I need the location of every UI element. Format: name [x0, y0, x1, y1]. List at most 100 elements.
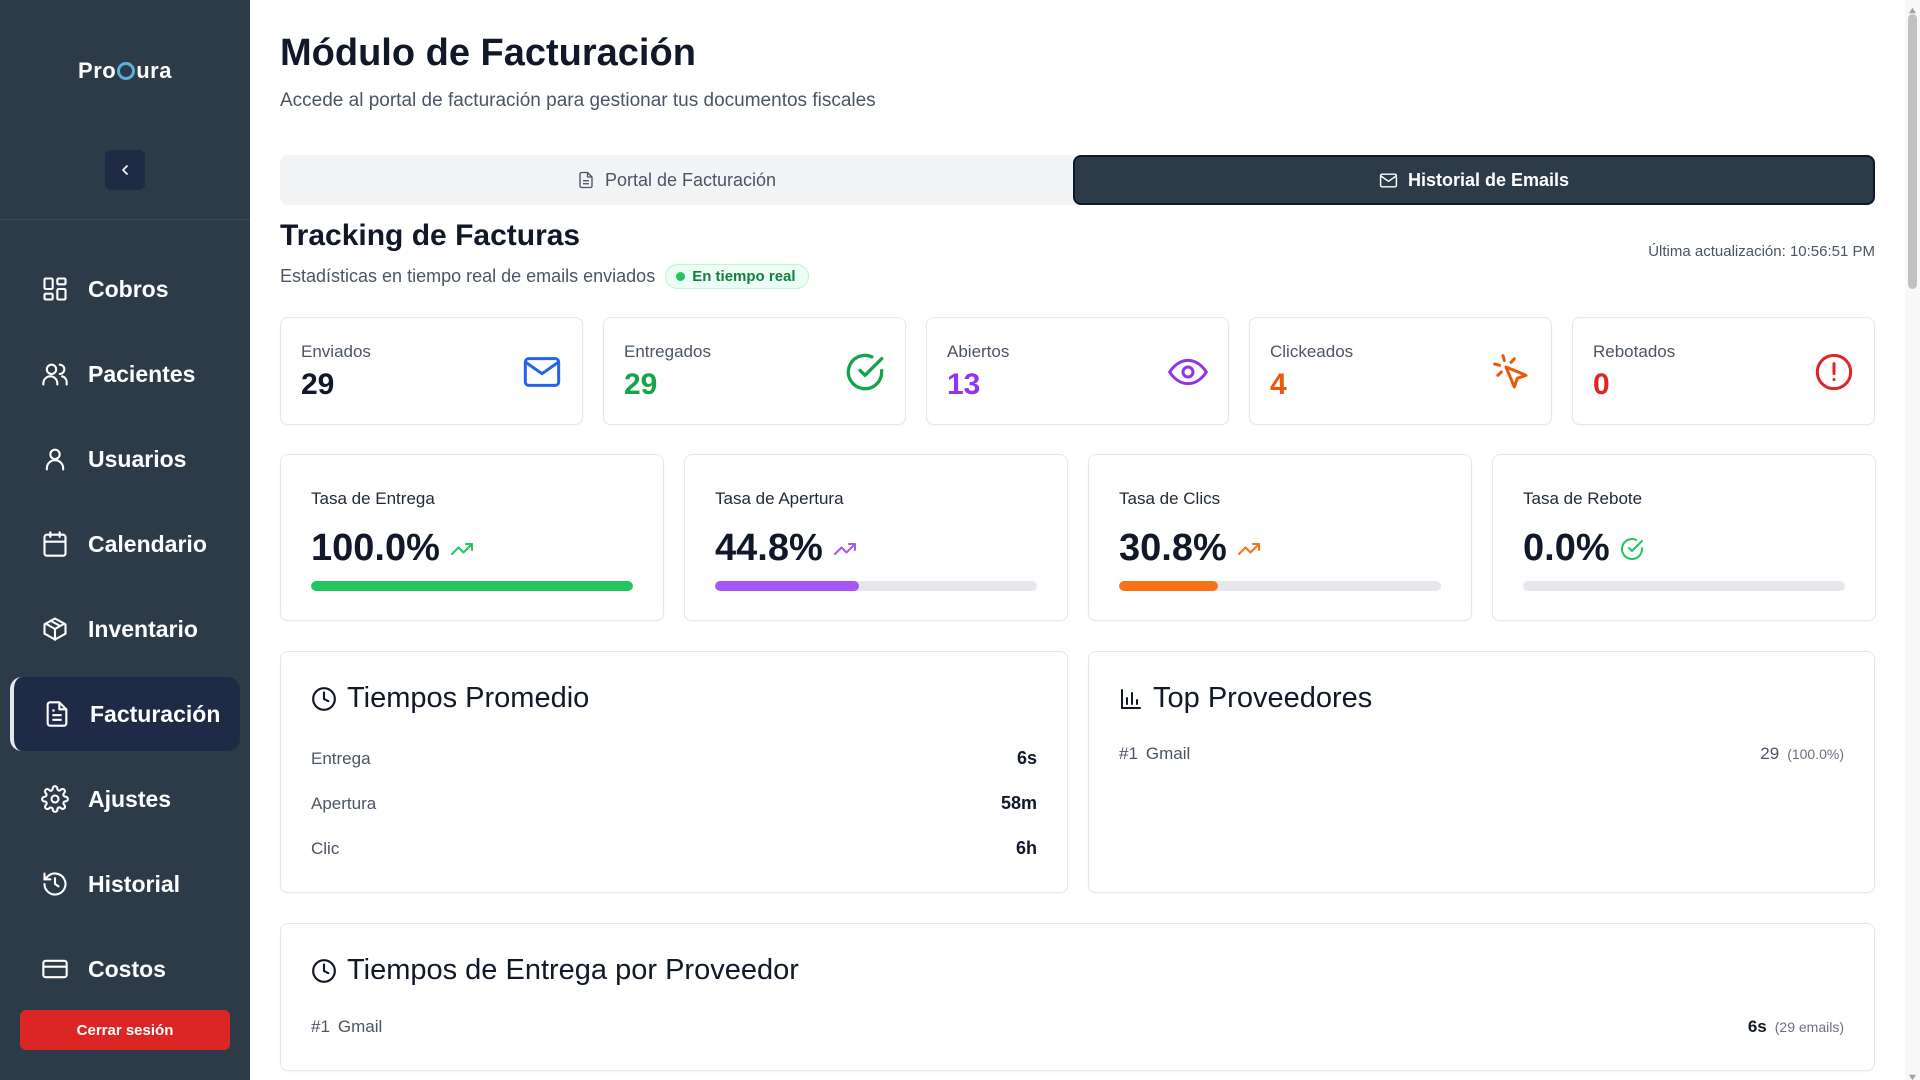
realtime-badge: En tiempo real — [665, 264, 809, 289]
stat-card-rebotados: Rebotados 0 — [1572, 317, 1875, 425]
tab-label: Historial de Emails — [1407, 169, 1570, 190]
delivery-provider-row: #1 Gmail 6s (29 emails) — [311, 1017, 1844, 1037]
provider-rank: #1 — [311, 1017, 330, 1036]
progress-bar — [1523, 581, 1845, 591]
history-icon — [40, 869, 70, 899]
alert-circle-icon — [1814, 352, 1854, 392]
rate-value: 0.0% — [1523, 527, 1610, 569]
stat-card-entregados: Entregados 29 — [603, 317, 906, 425]
rate-label: Tasa de Clics — [1119, 489, 1221, 508]
rate-value: 100.0% — [311, 527, 440, 569]
stat-label: Abiertos — [947, 342, 1010, 361]
sidebar-item-label: Pacientes — [88, 360, 196, 387]
sidebar-item-label: Cobros — [88, 275, 169, 302]
sidebar-item-pacientes[interactable]: Pacientes — [10, 337, 240, 411]
bar-chart-icon — [1119, 687, 1143, 711]
rate-value: 44.8% — [715, 527, 823, 569]
sidebar-item-label: Costos — [88, 955, 166, 982]
check-circle-icon — [1620, 537, 1644, 561]
users-icon — [40, 359, 70, 389]
logout-button[interactable]: Cerrar sesión — [20, 1010, 230, 1050]
delivery-by-provider-panel: Tiempos de Entrega por Proveedor #1 Gmail… — [280, 923, 1875, 1071]
rate-card-apertura: Tasa de Apertura 44.8% — [684, 454, 1068, 621]
top-providers-title: Top Proveedores — [1153, 682, 1373, 714]
sidebar-item-cobros[interactable]: Cobros — [10, 252, 240, 326]
rate-label: Tasa de Rebote — [1523, 489, 1643, 508]
provider-rank: #1 — [1119, 744, 1138, 763]
avg-time-row-apertura: Apertura 58m — [311, 793, 1037, 814]
rate-card-clics: Tasa de Clics 30.8% — [1088, 454, 1472, 621]
avg-time-label: Clic — [311, 838, 340, 858]
sidebar-item-label: Usuarios — [88, 445, 187, 472]
page-scrollbar[interactable] — [1905, 0, 1920, 1080]
sidebar-divider — [0, 219, 250, 220]
stat-value: 29 — [624, 368, 658, 401]
last-update-timestamp: Última actualización: 10:56:51 PM — [1648, 243, 1875, 260]
sidebar-item-label: Inventario — [88, 615, 198, 642]
avg-time-label: Entrega — [311, 748, 371, 768]
sidebar-item-facturacion[interactable]: Facturación — [10, 677, 240, 751]
provider-delivery-time: 6s — [1747, 1017, 1767, 1036]
avg-times-panel: Tiempos Promedio Entrega 6s Apertura 58m… — [280, 651, 1068, 893]
scroll-down-arrow-icon[interactable] — [1908, 1069, 1917, 1080]
sidebar-item-inventario[interactable]: Inventario — [10, 592, 240, 666]
provider-name: Gmail — [337, 1017, 383, 1036]
stat-value: 0 — [1593, 368, 1610, 401]
stat-label: Rebotados — [1593, 342, 1676, 361]
tracking-title: Tracking de Facturas — [280, 219, 581, 252]
stat-value: 29 — [301, 368, 335, 401]
collapse-sidebar-button[interactable] — [105, 150, 145, 190]
rate-card-entrega: Tasa de Entrega 100.0% — [280, 454, 664, 621]
stat-value: 4 — [1270, 368, 1287, 401]
sidebar: Pro ura Cobros Pacientes Usuarios Calenda… — [0, 0, 250, 1080]
sidebar-item-historial[interactable]: Historial — [10, 847, 240, 921]
dashboard-icon — [40, 274, 70, 304]
progress-bar — [311, 581, 633, 591]
avg-time-value: 58m — [1000, 793, 1037, 813]
avg-time-row-entrega: Entrega 6s — [311, 748, 1037, 769]
sidebar-item-calendario[interactable]: Calendario — [10, 507, 240, 581]
page-title: Módulo de Facturación — [280, 32, 696, 74]
pointer-click-icon — [1491, 352, 1531, 392]
tracking-subtitle-text: Estadísticas en tiempo real de emails en… — [280, 266, 656, 286]
avg-times-title: Tiempos Promedio — [347, 682, 590, 714]
tab-portal-facturacion[interactable]: Portal de Facturación — [280, 155, 1073, 205]
chevron-left-icon — [122, 165, 128, 175]
sidebar-item-ajustes[interactable]: Ajustes — [10, 762, 240, 836]
provider-percent: (100.0%) — [1787, 746, 1844, 762]
procura-logo[interactable]: Pro ura — [0, 58, 250, 84]
sidebar-item-label: Calendario — [88, 530, 207, 557]
realtime-badge-label: En tiempo real — [692, 268, 796, 285]
stat-value: 13 — [947, 368, 981, 401]
file-text-icon — [42, 699, 72, 729]
provider-row: #1 Gmail 29 (100.0%) — [1119, 744, 1844, 764]
progress-fill — [715, 581, 860, 591]
sidebar-item-costos[interactable]: Costos — [10, 932, 240, 1006]
stat-label: Enviados — [301, 342, 371, 361]
avg-time-value: 6s — [1016, 748, 1037, 768]
avg-time-value: 6h — [1015, 838, 1037, 858]
eye-icon — [1168, 352, 1208, 392]
trending-up-icon — [833, 537, 857, 561]
avg-time-row-clic: Clic 6h — [311, 838, 1037, 859]
rate-card-rebote: Tasa de Rebote 0.0% — [1492, 454, 1876, 621]
page-subtitle: Accede al portal de facturación para ges… — [280, 90, 876, 111]
rate-value: 30.8% — [1119, 527, 1227, 569]
stat-card-clickeados: Clickeados 4 — [1249, 317, 1552, 425]
calendar-icon — [40, 529, 70, 559]
sidebar-item-usuarios[interactable]: Usuarios — [10, 422, 240, 496]
rate-label: Tasa de Entrega — [311, 489, 435, 508]
gear-icon — [40, 784, 70, 814]
top-providers-panel: Top Proveedores #1 Gmail 29 (100.0%) — [1088, 651, 1875, 893]
rate-label: Tasa de Apertura — [715, 489, 844, 508]
scrollbar-thumb[interactable] — [1908, 14, 1917, 289]
scroll-up-arrow-icon[interactable] — [1908, 2, 1917, 14]
user-icon — [40, 444, 70, 474]
file-text-icon — [577, 171, 595, 189]
sidebar-item-label: Historial — [88, 870, 181, 897]
tab-historial-emails[interactable]: Historial de Emails — [1073, 155, 1875, 205]
stat-card-abiertos: Abiertos 13 — [926, 317, 1229, 425]
provider-name: Gmail — [1145, 744, 1191, 763]
logo-text-end: ura — [136, 58, 172, 83]
avg-time-label: Apertura — [311, 793, 377, 813]
